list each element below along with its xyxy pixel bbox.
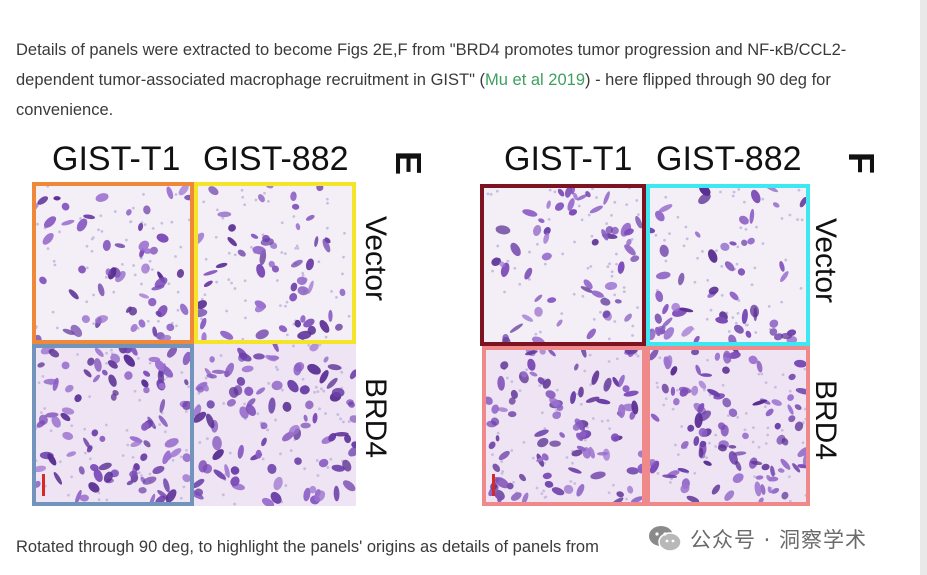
micrograph-e-t1-brd4 [32,344,194,506]
column-label-gist-882: GIST-882 [203,140,349,178]
scrollbar-track[interactable] [920,0,927,575]
micrograph-f-882-vector [646,184,810,346]
column-label-gist-882: GIST-882 [656,140,802,178]
watermark: 公众号 · 洞察学术 [648,522,867,556]
intro-paragraph: Details of panels were extracted to beco… [16,40,847,119]
row-label-vector: Vector [359,216,392,302]
panel-letter-e: E [388,150,430,176]
column-label-gist-t1: GIST-T1 [504,140,633,178]
wechat-icon [649,526,682,552]
row-label-vector: Vector [809,218,842,304]
panel-letter-f: F [841,152,882,174]
watermark-text: 公众号 · 洞察学术 [690,528,868,552]
reference-link[interactable]: Mu et al 2019 [485,70,585,89]
scale-bar [42,474,45,496]
row-label-brd4: BRD4 [359,378,392,459]
micrograph-f-t1-vector [480,184,646,346]
scale-bar [492,474,495,496]
bottom-caption: Rotated through 90 deg, to highlight the… [16,538,599,556]
column-label-gist-t1: GIST-T1 [52,140,181,178]
micrograph-f-t1-brd4 [482,346,646,506]
micrograph-e-882-brd4 [194,344,356,506]
micrograph-e-t1-vector [32,182,194,344]
row-label-brd4: BRD4 [809,380,842,461]
micrograph-e-882-vector [194,182,356,344]
micrograph-f-882-brd4 [646,346,810,506]
